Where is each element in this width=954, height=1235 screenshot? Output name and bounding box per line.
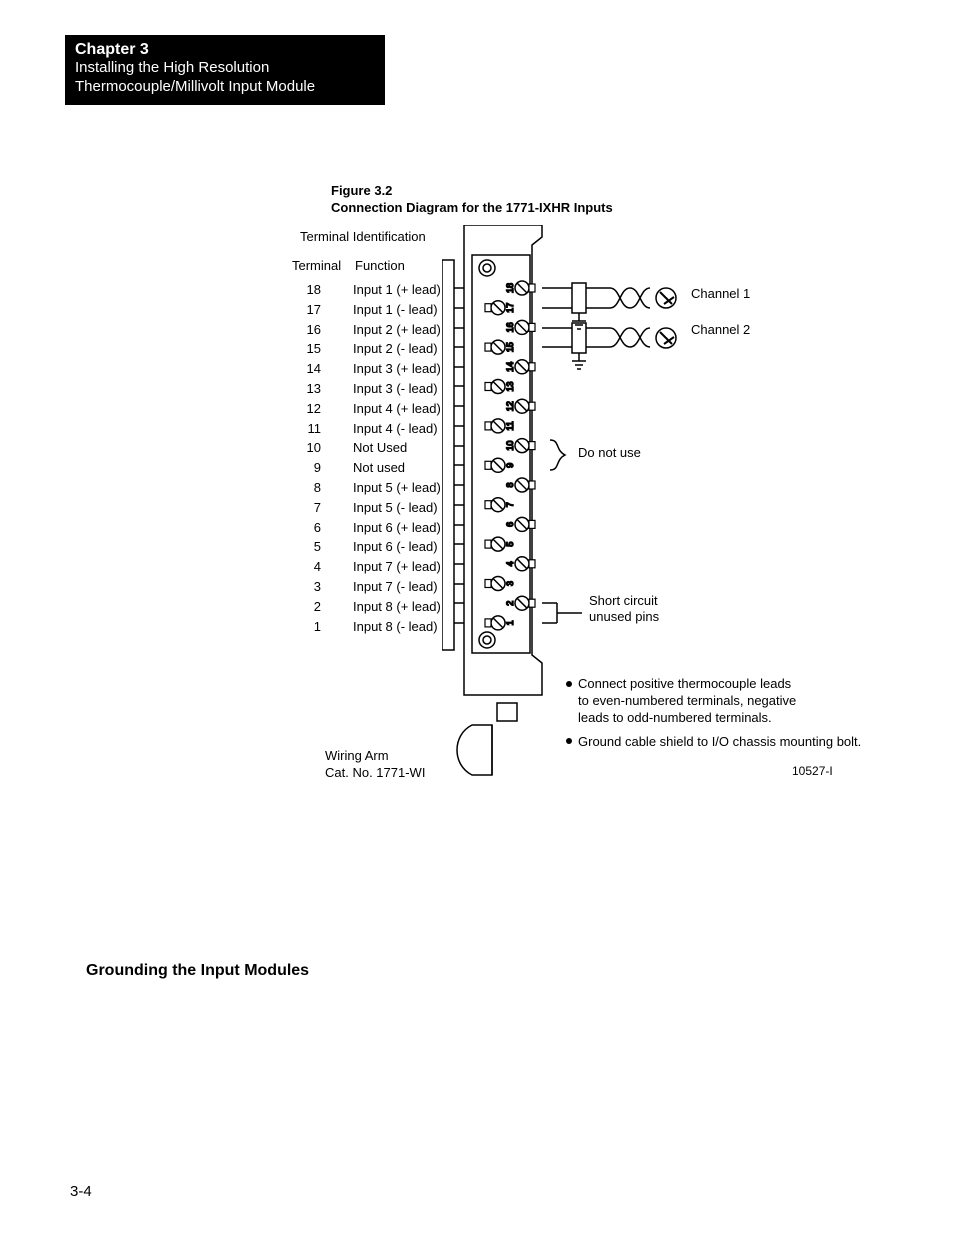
bullet-icon <box>566 681 572 687</box>
wiring-arm-line2: Cat. No. 1771-WI <box>325 765 425 782</box>
svg-text:15: 15 <box>505 342 515 352</box>
column-header-function: Function <box>355 258 405 273</box>
terminal-number: 6 <box>297 518 353 538</box>
svg-text:8: 8 <box>505 482 515 487</box>
svg-text:5: 5 <box>505 542 515 547</box>
terminal-number: 8 <box>297 478 353 498</box>
svg-text:17: 17 <box>505 303 515 313</box>
terminal-number: 18 <box>297 280 353 300</box>
bullet-icon <box>566 738 572 744</box>
svg-text:2: 2 <box>505 601 515 606</box>
channel-1-label: Channel 1 <box>691 286 750 301</box>
chapter-number: Chapter 3 <box>75 41 375 59</box>
reference-number: 10527-I <box>792 764 833 778</box>
svg-text:7: 7 <box>505 502 515 507</box>
svg-text:18: 18 <box>505 283 515 293</box>
svg-text:11: 11 <box>505 421 515 430</box>
figure-title: Connection Diagram for the 1771-IXHR Inp… <box>331 200 613 217</box>
terminal-number: 4 <box>297 557 353 577</box>
note1-line2: to even-numbered terminals, negative <box>578 693 796 710</box>
svg-text:14: 14 <box>505 362 515 372</box>
svg-text:13: 13 <box>505 381 515 391</box>
terminal-number: 3 <box>297 577 353 597</box>
terminal-number: 2 <box>297 597 353 617</box>
terminal-number: 12 <box>297 399 353 419</box>
terminal-number: 10 <box>297 438 353 458</box>
wiring-arm-line1: Wiring Arm <box>325 748 425 765</box>
section-heading: Grounding the Input Modules <box>86 962 309 980</box>
figure-number: Figure 3.2 <box>331 183 613 200</box>
wiring-arm-label: Wiring Arm Cat. No. 1771-WI <box>325 748 425 782</box>
wiring-note-2: Ground cable shield to I/O chassis mount… <box>578 734 861 749</box>
svg-text:12: 12 <box>505 401 515 411</box>
svg-text:4: 4 <box>505 561 515 566</box>
terminal-number: 16 <box>297 320 353 340</box>
terminal-number: 11 <box>297 419 353 439</box>
terminal-number: 15 <box>297 339 353 359</box>
svg-text:3: 3 <box>505 581 515 586</box>
figure-caption: Figure 3.2 Connection Diagram for the 17… <box>331 183 613 217</box>
wiring-note-1: Connect positive thermocouple leads to e… <box>578 676 796 727</box>
svg-text:1: 1 <box>505 620 515 625</box>
terminal-number: 9 <box>297 458 353 478</box>
chapter-subtitle-line2: Thermocouple/Millivolt Input Module <box>75 78 375 97</box>
svg-text:9: 9 <box>505 463 515 468</box>
terminal-number: 14 <box>297 359 353 379</box>
short-circuit-label: Short circuit unused pins <box>589 593 659 626</box>
terminal-identification-title: Terminal Identification <box>300 229 426 244</box>
svg-text:6: 6 <box>505 522 515 527</box>
page-number: 3-4 <box>70 1183 92 1200</box>
terminal-number: 13 <box>297 379 353 399</box>
chapter-header: Chapter 3 Installing the High Resolution… <box>65 35 385 105</box>
chapter-subtitle-line1: Installing the High Resolution <box>75 59 375 78</box>
note1-line1: Connect positive thermocouple leads <box>578 676 796 693</box>
column-header-terminal: Terminal <box>292 258 341 273</box>
page: Chapter 3 Installing the High Resolution… <box>0 0 954 1235</box>
do-not-use-label: Do not use <box>578 445 641 460</box>
terminal-number: 7 <box>297 498 353 518</box>
svg-text:16: 16 <box>505 322 515 332</box>
note1-line3: leads to odd-numbered terminals. <box>578 710 796 727</box>
terminal-number: 1 <box>297 617 353 637</box>
terminal-number: 5 <box>297 537 353 557</box>
svg-text:10: 10 <box>505 441 515 451</box>
terminal-number: 17 <box>297 300 353 320</box>
short-circuit-line1: Short circuit <box>589 593 659 609</box>
channel-2-label: Channel 2 <box>691 322 750 337</box>
short-circuit-line2: unused pins <box>589 609 659 625</box>
